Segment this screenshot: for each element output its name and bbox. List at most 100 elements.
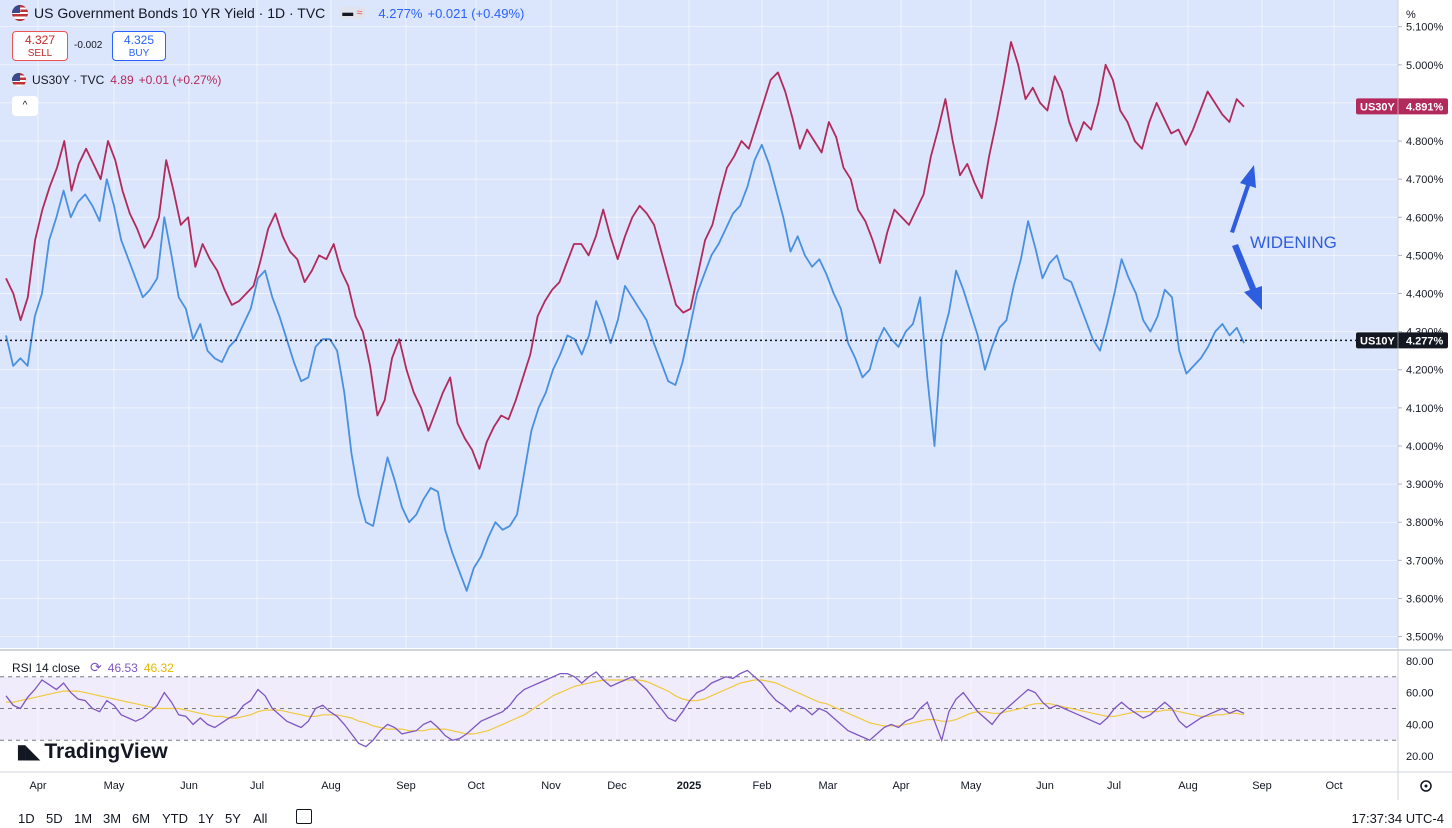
settings-gear-icon[interactable] [1420, 780, 1432, 792]
arrow-up-icon [1230, 165, 1256, 233]
price-tag-symbol: US10Y [1360, 335, 1396, 347]
sell-label: SELL [27, 48, 53, 59]
y-tick-label: 5.000% [1406, 60, 1444, 72]
sell-price: 4.327 [24, 33, 56, 47]
price-change: +0.021 (+0.49%) [427, 5, 525, 21]
compare-price: 4.89 [110, 73, 134, 87]
buy-label: BUY [128, 48, 150, 59]
x-tick-label: Jul [1107, 780, 1121, 792]
y-tick-label: 4.000% [1406, 441, 1444, 453]
price-tag-us30y: US30Y 4.891% [1356, 98, 1448, 115]
y-tick-label: 3.500% [1406, 632, 1444, 644]
tradingview-logo-icon: ▮◣ [16, 741, 40, 763]
bottom-toolbar [0, 800, 1452, 828]
x-tick-label: Apr [29, 780, 46, 792]
y-tick-label: 4.500% [1406, 250, 1444, 262]
y-tick-label: 4.700% [1406, 174, 1444, 186]
x-tick-label: Nov [541, 780, 561, 792]
rsi-line [5, 669, 1245, 748]
rsi-ma-value: 46.32 [143, 660, 174, 675]
y-tick-label: 4.400% [1406, 289, 1444, 301]
symbol-title[interactable]: US Government Bonds 10 YR Yield · 1D · T… [34, 5, 326, 21]
rsi-value: 46.53 [107, 660, 138, 675]
grid [0, 26, 1398, 638]
timeframe-1y[interactable]: 1Y [198, 811, 214, 826]
rsi-tick-label: 60.00 [1406, 688, 1434, 700]
timeframe-6m[interactable]: 6M [132, 811, 151, 826]
x-axis: Apr May Jun Jul Aug Sep Oct Nov Dec 2025 Feb Mar Apr… [29, 780, 1342, 792]
y-tick-label: 4.100% [1406, 403, 1444, 415]
x-tick-label: Feb [753, 780, 772, 792]
timeframe-all[interactable]: All [253, 811, 268, 826]
rsi-label[interactable]: RSI 14 close [12, 660, 81, 675]
x-tick-label: Oct [1325, 780, 1342, 792]
series-line-us10y [5, 143, 1245, 592]
x-tick-label: Dec [607, 780, 627, 792]
x-tick-label: May [961, 780, 982, 792]
visibility-toggle-icon[interactable]: ▬ ≈ [339, 7, 366, 19]
timeframe-5d[interactable]: 5D [46, 811, 63, 826]
y-tick-label: 5.100% [1406, 22, 1444, 34]
rsi-refresh-icon[interactable]: ⟳ [90, 659, 102, 675]
arrow-down-icon [1232, 244, 1262, 310]
timeframe-1m[interactable]: 1M [74, 811, 93, 826]
logo-text: TradingView [44, 739, 168, 763]
rsi-tick-label: 80.00 [1406, 656, 1434, 668]
price-tag-symbol: US30Y [1360, 101, 1396, 113]
buy-button[interactable]: 4.325 BUY [112, 31, 166, 61]
x-tick-label: May [104, 780, 125, 792]
compare-change: +0.01 (+0.27%) [138, 73, 222, 87]
x-tick-label: Sep [1252, 780, 1272, 792]
us-flag-icon [12, 73, 26, 87]
sell-button[interactable]: 4.327 SELL [12, 31, 68, 61]
y-axis: 5.100%5.000%4.900%4.800%4.700%4.600%4.50… [1356, 22, 1448, 644]
price-tag-us10y: US10Y 4.277% [1356, 332, 1448, 349]
price-tag-value: 4.277% [1406, 335, 1444, 347]
date-range-icon[interactable] [296, 809, 312, 824]
x-tick-label: Sep [396, 780, 416, 792]
y-unit-label: % [1406, 9, 1416, 21]
y-tick-label: 3.700% [1406, 555, 1444, 567]
y-tick-label: 3.900% [1406, 479, 1444, 491]
tradingview-logo: ▮◣ TradingView [16, 739, 168, 764]
rsi-legend: RSI 14 close ⟳ 46.53 46.32 [12, 659, 174, 676]
x-tick-label: Jun [180, 780, 198, 792]
y-tick-label: 4.200% [1406, 365, 1444, 377]
compare-symbol[interactable]: US30Y · TVC [32, 73, 105, 87]
widening-label: WIDENING [1250, 233, 1337, 252]
x-tick-label: Jul [250, 780, 264, 792]
timeframe-1d[interactable]: 1D [18, 811, 35, 826]
series-line-us30y [5, 41, 1245, 470]
buy-price: 4.325 [123, 33, 155, 47]
rsi-tick-label: 40.00 [1406, 719, 1434, 731]
timeframe-ytd[interactable]: YTD [162, 811, 188, 826]
widening-annotation: WIDENING [1230, 165, 1337, 310]
main-pane-bg [0, 0, 1398, 648]
x-tick-label: 2025 [677, 780, 701, 792]
x-tick-label: Mar [819, 780, 838, 792]
us-flag-icon [12, 5, 28, 21]
price-tag-value: 4.891% [1406, 101, 1444, 113]
collapse-legend-button[interactable]: ^ [12, 96, 38, 116]
y-tick-label: 4.800% [1406, 136, 1444, 148]
y-tick-label: 3.600% [1406, 593, 1444, 605]
y-tick-label: 3.800% [1406, 517, 1444, 529]
x-tick-label: Jun [1036, 780, 1054, 792]
compare-legend: US30Y · TVC 4.89 +0.01 (+0.27%) [12, 73, 221, 87]
rsi-layer [0, 669, 1398, 748]
last-price: 4.277% [378, 5, 423, 21]
series-layer [0, 41, 1398, 592]
y-tick-label: 4.600% [1406, 212, 1444, 224]
x-tick-label: Oct [467, 780, 484, 792]
timeframe-5y[interactable]: 5Y [225, 811, 241, 826]
rsi-axis: 80.00 60.00 40.00 20.00 [1406, 656, 1434, 763]
x-tick-label: Aug [1178, 780, 1198, 792]
main-legend: US Government Bonds 10 YR Yield · 1D · T… [12, 5, 524, 21]
clock[interactable]: 17:37:34 UTC-4 [1351, 811, 1445, 826]
x-tick-label: Apr [892, 780, 909, 792]
x-tick-label: Aug [321, 780, 341, 792]
rsi-tick-label: 20.00 [1406, 751, 1434, 763]
timeframe-3m[interactable]: 3M [103, 811, 122, 826]
spread-value: -0.002 [74, 40, 103, 51]
